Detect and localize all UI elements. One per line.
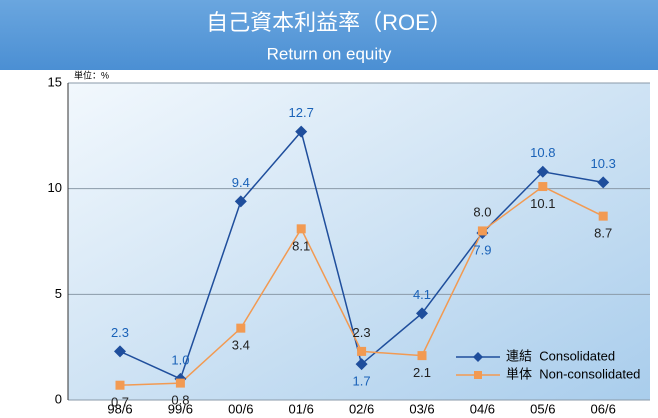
x-tick-label: 05/6 [530, 401, 555, 416]
data-point [597, 176, 610, 189]
title-banner [0, 0, 658, 70]
data-label: 8.7 [594, 226, 612, 241]
chart-title: 自己資本利益率（ROE） [206, 10, 452, 35]
legend-marker [473, 352, 483, 362]
data-label: 10.1 [530, 196, 555, 211]
y-tick-label: 5 [55, 286, 62, 301]
x-tick-label: 02/6 [349, 401, 374, 416]
data-label: 1.7 [353, 374, 371, 389]
chart-subtitle: Return on equity [267, 44, 392, 63]
data-point [114, 345, 126, 358]
data-point [115, 380, 125, 390]
data-label: 12.7 [289, 105, 314, 120]
data-label: 2.3 [353, 325, 371, 340]
data-point [416, 307, 428, 320]
data-label: 8.1 [292, 238, 310, 253]
x-tick-label: 04/6 [470, 401, 495, 416]
data-label: 8.0 [473, 204, 491, 219]
legend-label: 単体 Non-consolidated [506, 366, 640, 381]
data-label: 0.7 [111, 395, 129, 410]
data-point [236, 323, 246, 333]
data-label: 3.4 [232, 338, 250, 353]
data-point [417, 351, 427, 361]
data-label: 9.4 [232, 175, 250, 190]
unit-label: 単位：% [74, 69, 109, 80]
data-point [357, 346, 367, 356]
data-label: 0.8 [171, 393, 189, 408]
data-label: 2.3 [111, 325, 129, 340]
x-tick-label: 06/6 [591, 401, 616, 416]
data-point [477, 226, 487, 236]
data-label: 4.1 [413, 287, 431, 302]
x-tick-label: 99/6 [168, 401, 193, 416]
data-point [175, 378, 185, 388]
y-tick-label: 0 [55, 391, 62, 406]
data-point [598, 211, 608, 221]
legend-label: 連結 Consolidated [506, 348, 615, 363]
data-label: 1.0 [171, 352, 189, 367]
data-label: 7.9 [473, 242, 491, 257]
data-label: 2.1 [413, 365, 431, 380]
data-point [355, 358, 368, 371]
x-tick-label: 00/6 [228, 401, 253, 416]
legend-marker [474, 371, 482, 379]
data-point [538, 182, 548, 192]
data-label: 10.3 [591, 156, 616, 171]
data-label: 10.8 [530, 145, 555, 160]
data-point [234, 195, 247, 208]
x-tick-label: 03/6 [409, 401, 434, 416]
data-point [295, 125, 308, 138]
data-point [536, 165, 549, 178]
y-tick-label: 15 [48, 74, 62, 89]
x-tick-label: 01/6 [289, 401, 314, 416]
x-tick-label: 98/6 [107, 401, 132, 416]
data-point [296, 224, 306, 234]
y-tick-label: 10 [48, 180, 62, 195]
